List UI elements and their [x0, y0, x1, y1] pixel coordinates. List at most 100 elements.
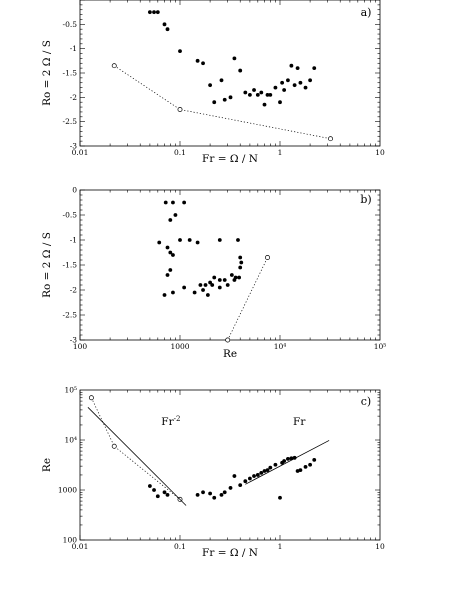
data-point	[162, 293, 167, 297]
plot-frame	[79, 189, 381, 341]
chart-panel-1: 0.01 0.1 1 10 -0.5 -1 -1.5 -2 -2.5 -3 Fr = Ω / N Ro…	[41, 0, 385, 165]
chart-panel-3: 0.01 0.1 1 10 100 1000 10⁴ 10⁵ Fr = Ω / N Re c) Fr-…	[41, 386, 385, 560]
y-tick-label: -2	[70, 93, 78, 102]
data-point	[222, 490, 227, 495]
data-point	[157, 240, 162, 245]
x-tick-label: 10	[375, 542, 385, 551]
data-point	[255, 93, 260, 97]
x-tick-label: 0.01	[72, 542, 89, 551]
data-point	[201, 490, 205, 495]
series-line	[91, 397, 181, 500]
fit-line	[245, 440, 330, 485]
data-point	[232, 474, 237, 478]
data-point	[265, 93, 270, 97]
data-point	[289, 63, 294, 68]
x-tick-label: 1	[278, 542, 283, 551]
data-point	[303, 464, 308, 469]
y-axis-label: Ro = 2 Ω / S	[41, 40, 53, 106]
data-point	[238, 483, 243, 488]
data-point	[195, 492, 200, 497]
y-tick-label: 0	[72, 186, 77, 195]
data-point	[273, 462, 278, 467]
data-point	[303, 85, 308, 90]
data-point	[203, 283, 208, 287]
data-point	[222, 278, 227, 282]
data-point	[312, 66, 317, 71]
fit-line	[87, 407, 187, 506]
data-point	[171, 200, 175, 205]
y-axis-label: Re	[41, 458, 53, 472]
data-point	[236, 238, 240, 242]
data-point	[208, 491, 213, 496]
data-point	[229, 273, 234, 277]
data-point	[182, 200, 187, 205]
series-line	[114, 65, 331, 140]
data-point	[268, 93, 273, 97]
data-point	[111, 443, 117, 449]
data-point	[265, 468, 270, 473]
data-point	[217, 278, 222, 282]
data-point	[208, 83, 213, 88]
data-point	[187, 238, 192, 242]
data-point	[243, 479, 248, 484]
annotation: Fr	[293, 416, 306, 428]
data-point	[171, 290, 175, 295]
y-tick-label: -0.5	[63, 20, 78, 29]
y-tick-label: -2	[70, 286, 78, 295]
data-point	[225, 337, 231, 343]
y-tick-label: 100	[63, 536, 78, 545]
x-tick-label: 0.01	[72, 148, 89, 157]
y-tick-label: -1.5	[63, 261, 78, 270]
data-point	[88, 395, 94, 401]
data-point	[225, 283, 230, 287]
data-point	[219, 492, 224, 497]
data-point	[162, 22, 167, 27]
data-point	[238, 68, 243, 73]
data-point	[195, 58, 200, 63]
data-point	[280, 80, 285, 85]
data-point	[328, 136, 333, 142]
data-point	[147, 484, 152, 488]
data-point	[312, 457, 317, 462]
data-point	[255, 473, 260, 477]
data-point	[308, 78, 313, 83]
data-point	[308, 462, 313, 467]
data-point	[247, 93, 252, 97]
data-point	[165, 27, 170, 32]
data-point	[265, 255, 270, 260]
data-point	[273, 85, 278, 90]
data-point	[147, 10, 152, 15]
x-tick-label: 10⁴	[274, 342, 287, 351]
x-axis-label: Fr = Ω / N	[202, 547, 258, 559]
data-point	[237, 275, 242, 280]
data-point	[168, 218, 173, 222]
data-point	[219, 78, 224, 83]
x-axis-label: Fr = Ω / N	[202, 153, 258, 165]
data-point	[286, 78, 290, 83]
annotation: Fr-2	[161, 415, 180, 428]
data-point	[212, 495, 217, 500]
data-point	[259, 90, 264, 95]
data-point	[165, 492, 170, 497]
y-tick-label: -1	[70, 44, 77, 53]
data-point	[238, 265, 243, 270]
panel-label: a)	[361, 6, 372, 19]
data-point	[155, 10, 160, 15]
data-point	[208, 280, 213, 285]
data-point	[192, 290, 197, 295]
x-axis-label: Re	[223, 348, 237, 360]
series-line	[227, 257, 268, 341]
data-point	[152, 488, 156, 492]
y-tick-label: -3	[70, 336, 78, 345]
data-point	[178, 238, 182, 242]
data-point	[295, 66, 300, 71]
y-axis-label: Ro = 2 Ω / S	[41, 232, 53, 298]
data-point	[262, 469, 267, 473]
data-point	[278, 495, 282, 500]
chart-panel-2: 100 1000 10⁴ 10⁵ 0 -0.5 -1 -1.5 -2 -2.5 -3 Re Ro = 2…	[41, 186, 386, 361]
data-point	[155, 494, 160, 499]
y-tick-label: -3	[70, 142, 78, 151]
data-point	[173, 213, 178, 217]
data-point	[171, 253, 175, 257]
